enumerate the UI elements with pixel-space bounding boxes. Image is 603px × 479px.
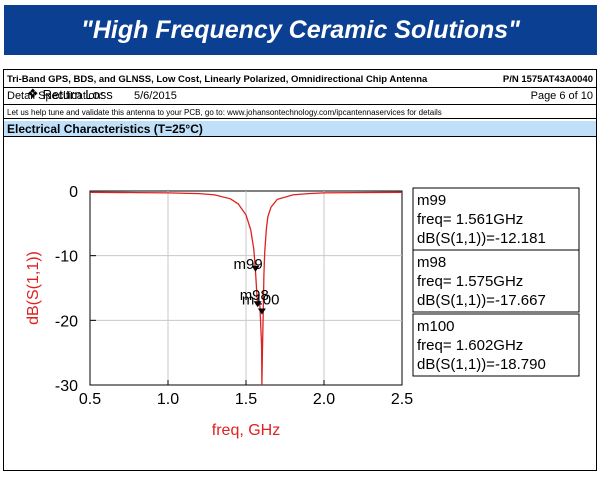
- spec-label: Detail Specification:: [7, 90, 104, 102]
- spec-date: 5/6/2015: [134, 90, 177, 102]
- marker-readout-freq: freq= 1.561GHz: [417, 211, 523, 228]
- x-tick-label: 2.0: [313, 391, 335, 408]
- y-tick-label: 0: [69, 184, 78, 201]
- marker-readout-box: [412, 249, 580, 313]
- y-tick-label: -20: [55, 313, 78, 330]
- banner-title: "High Frequency Ceramic Solutions": [80, 15, 521, 44]
- marker-readout-box: [412, 187, 580, 251]
- marker-triangle-icon: [253, 301, 262, 308]
- return-loss-line: [89, 191, 403, 386]
- marker-triangle-icon: [251, 265, 260, 272]
- spec-row: Detail Specification: 5/6/2015 Page 6 of…: [4, 87, 596, 105]
- marker-readout-value: dB(S(1,1))=-18.790: [417, 356, 546, 373]
- marker-readout-value: dB(S(1,1))=-12.181: [417, 230, 546, 247]
- y-tick-label: -30: [55, 378, 78, 395]
- tuning-note: Let us help tune and validate this anten…: [7, 107, 442, 117]
- marker-triangle-icon: [257, 308, 266, 315]
- return-loss-heading: ❖ Return Loss: [27, 86, 113, 102]
- page-banner: "High Frequency Ceramic Solutions": [4, 5, 597, 55]
- spec-sheet: Tri-Band GPS, BDS, and GLNSS, Low Cost, …: [3, 69, 597, 471]
- diamond-bullet-icon: ❖: [27, 86, 39, 101]
- section-title: Electrical Characteristics (T=25°C): [7, 121, 203, 136]
- marker-readout-name: m100: [417, 318, 455, 335]
- section-header: Electrical Characteristics (T=25°C): [4, 121, 596, 137]
- x-axis-label: freq, GHz: [212, 422, 280, 439]
- marker-readout-freq: freq= 1.602GHz: [417, 337, 523, 354]
- x-tick-label: 1.5: [235, 391, 257, 408]
- marker-label: m98: [240, 287, 269, 304]
- y-tick-label: -10: [55, 249, 78, 266]
- tuning-note-row: Let us help tune and validate this anten…: [4, 106, 596, 119]
- x-tick-label: 1.0: [157, 391, 179, 408]
- marker-readout-box: [412, 313, 580, 377]
- marker-label: m99: [234, 256, 263, 273]
- x-tick-label: 0.5: [79, 391, 101, 408]
- marker-readout-name: m99: [417, 192, 446, 209]
- marker-readout-name: m98: [417, 254, 446, 271]
- x-tick-label: 2.5: [391, 391, 413, 408]
- y-axis-label: dB(S(1,1)): [25, 251, 42, 325]
- product-row: Tri-Band GPS, BDS, and GLNSS, Low Cost, …: [4, 72, 596, 87]
- marker-label: m100: [242, 292, 280, 309]
- marker-readout-freq: freq= 1.575GHz: [417, 273, 523, 290]
- page-number: Page 6 of 10: [530, 90, 593, 102]
- product-title: Tri-Band GPS, BDS, and GLNSS, Low Cost, …: [7, 74, 428, 85]
- marker-readout-value: dB(S(1,1))=-17.667: [417, 292, 546, 309]
- return-loss-label: Return Loss: [42, 86, 113, 102]
- part-number: P/N 1575AT43A0040: [502, 74, 593, 85]
